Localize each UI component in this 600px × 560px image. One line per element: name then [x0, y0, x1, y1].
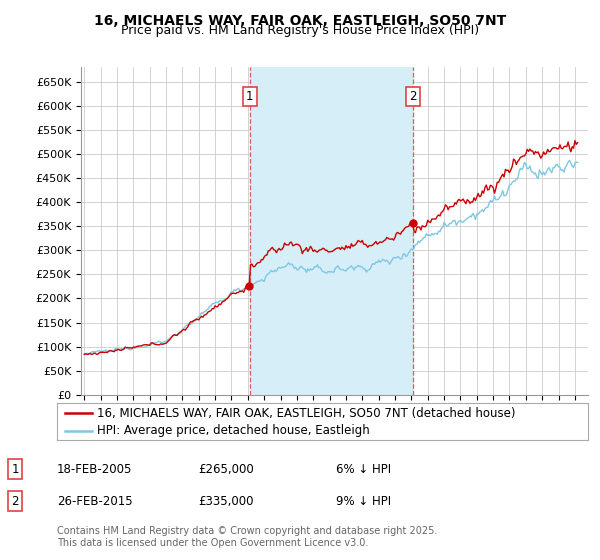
Bar: [250, 67, 413, 395]
Text: 2: 2: [410, 90, 417, 103]
Text: 6% ↓ HPI: 6% ↓ HPI: [336, 463, 391, 476]
Text: Price paid vs. HM Land Registry's House Price Index (HPI): Price paid vs. HM Land Registry's House …: [121, 24, 479, 36]
Text: 1: 1: [246, 90, 254, 103]
Text: 16, MICHAELS WAY, FAIR OAK, EASTLEIGH, SO50 7NT (detached house): 16, MICHAELS WAY, FAIR OAK, EASTLEIGH, S…: [97, 407, 515, 420]
Text: HPI: Average price, detached house, Eastleigh: HPI: Average price, detached house, East…: [97, 424, 370, 437]
Text: £265,000: £265,000: [198, 463, 254, 476]
Text: Contains HM Land Registry data © Crown copyright and database right 2025.
This d: Contains HM Land Registry data © Crown c…: [57, 526, 437, 548]
Text: 18-FEB-2005: 18-FEB-2005: [57, 463, 133, 476]
Text: 9% ↓ HPI: 9% ↓ HPI: [336, 494, 391, 508]
Text: 2: 2: [11, 494, 19, 508]
Text: 26-FEB-2015: 26-FEB-2015: [57, 494, 133, 508]
Text: 1: 1: [11, 463, 19, 476]
Text: £335,000: £335,000: [198, 494, 254, 508]
Text: 16, MICHAELS WAY, FAIR OAK, EASTLEIGH, SO50 7NT: 16, MICHAELS WAY, FAIR OAK, EASTLEIGH, S…: [94, 14, 506, 28]
